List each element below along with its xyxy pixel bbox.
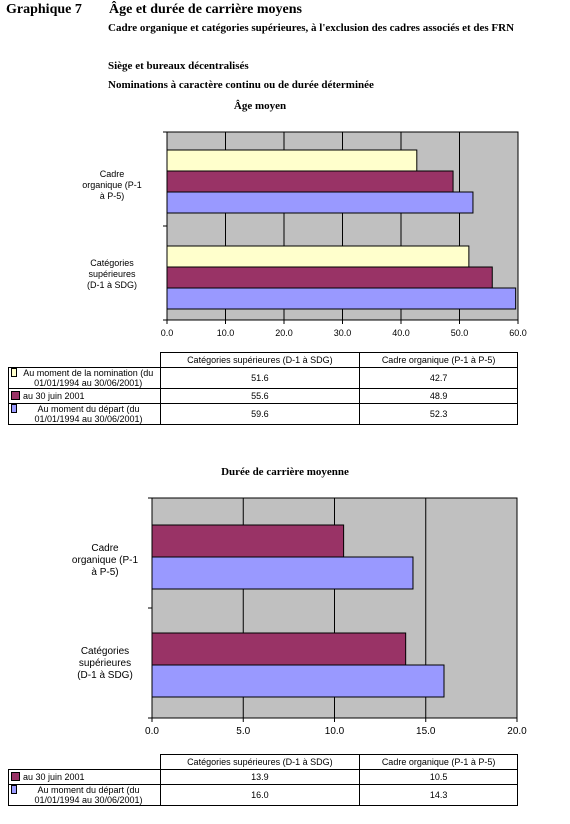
legend-label: au 30 juin 2001 [23, 391, 85, 401]
legend-swatch-lavender [11, 404, 18, 413]
table-row: Au moment du départ (du 01/01/1994 au 30… [8, 784, 518, 806]
table-row: Au moment de la nomination (du 01/01/199… [8, 367, 518, 389]
legend-swatch-lavender [11, 785, 18, 794]
chart-2-data-table: Catégories supérieures (D-1 à SDG) Cadre… [8, 754, 518, 806]
x-tick-label: 20.0 [507, 726, 527, 737]
table-header: Catégories supérieures (D-1 à SDG) [159, 352, 361, 368]
subtitle-line-1: Cadre organique et catégories supérieure… [108, 22, 515, 34]
bar [151, 524, 345, 558]
legend-swatch-yellow [11, 368, 17, 377]
table-cell: 48.9 [359, 388, 518, 404]
bar [166, 191, 474, 214]
legend-swatch-maroon [11, 391, 20, 400]
table-cell: 10.5 [359, 769, 518, 785]
table-header: Cadre organique (P-1 à P-5) [359, 754, 518, 770]
chart-1-title: Âge moyen [233, 100, 287, 112]
x-tick-label: 0.0 [145, 726, 159, 737]
legend-label: Au moment du départ (du 01/01/1994 au 30… [34, 785, 143, 805]
bar [151, 664, 445, 698]
x-tick-label: 0.0 [161, 328, 174, 338]
table-cell: 14.3 [359, 784, 518, 806]
table-cell: 42.7 [359, 367, 518, 389]
bar [166, 266, 493, 289]
table-cell: 59.6 [159, 403, 361, 425]
category-label: Catégories supérieures (D-1 à SDG) [77, 646, 133, 681]
x-tick-label: 5.0 [236, 726, 250, 737]
x-tick-label: 60.0 [509, 328, 527, 338]
legend-label: Au moment de la nomination (du 01/01/199… [23, 368, 154, 388]
bar [166, 149, 418, 172]
chart-2: Cadre organique (P-1 à P-5) Catégories supér… [72, 497, 527, 737]
table-cell: 16.0 [159, 784, 361, 806]
bar [151, 632, 407, 666]
x-tick-label: 20.0 [275, 328, 293, 338]
subtitle-line-3: Nominations à caractère continu ou de du… [108, 79, 374, 91]
table-row: au 30 juin 2001 13.9 10.5 [8, 769, 518, 785]
table-cell: 13.9 [159, 769, 361, 785]
figure-title: Âge et durée de carrière moyens [109, 2, 302, 17]
legend-label: au 30 juin 2001 [23, 772, 85, 782]
subtitle-line-2: Siège et bureaux décentralisés [108, 60, 249, 72]
figure-header: Graphique 7 Âge et durée de carrière moy… [6, 2, 302, 18]
legend-label: Au moment du départ (du 01/01/1994 au 30… [34, 404, 143, 424]
chart-1-data-table: Catégories supérieures (D-1 à SDG) Cadre… [8, 352, 518, 425]
figure-label: Graphique 7 [6, 2, 82, 17]
bar [151, 556, 414, 590]
chart-2-title: Durée de carrière moyenne [221, 466, 349, 478]
table-row: au 30 juin 2001 55.6 48.9 [8, 388, 518, 404]
table-cell: 52.3 [359, 403, 518, 425]
category-label: Cadre organique (P-1 à P-5) [72, 543, 139, 578]
bar [166, 170, 454, 193]
category-label: Catégories supérieures (D-1 à SDG) [87, 258, 137, 290]
bar [166, 287, 517, 310]
x-tick-label: 15.0 [416, 726, 436, 737]
legend-swatch-maroon [11, 772, 20, 781]
table-header: Catégories supérieures (D-1 à SDG) [159, 754, 361, 770]
table-row: Au moment du départ (du 01/01/1994 au 30… [8, 403, 518, 425]
x-tick-label: 30.0 [334, 328, 352, 338]
x-tick-label: 40.0 [392, 328, 410, 338]
x-tick-label: 10.0 [217, 328, 235, 338]
bar [166, 245, 470, 268]
chart-1: Cadre organique (P-1 à P-5) Catégories supér… [82, 131, 527, 338]
x-tick-label: 50.0 [451, 328, 469, 338]
x-tick-label: 10.0 [325, 726, 345, 737]
table-cell: 51.6 [159, 367, 361, 389]
category-label: Cadre organique (P-1 à P-5) [82, 169, 142, 201]
table-cell: 55.6 [159, 388, 361, 404]
table-header: Cadre organique (P-1 à P-5) [359, 352, 518, 368]
